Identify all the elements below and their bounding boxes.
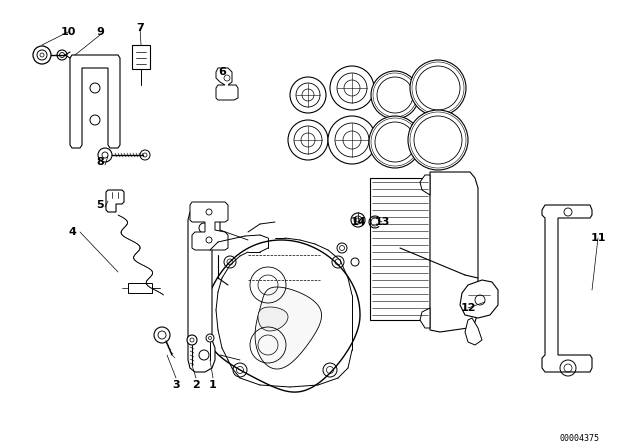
Text: 9: 9 [96, 27, 104, 37]
Polygon shape [258, 307, 288, 331]
Polygon shape [190, 202, 228, 250]
Text: 7: 7 [136, 23, 144, 33]
Text: 1: 1 [209, 380, 217, 390]
Circle shape [371, 71, 419, 119]
Circle shape [98, 148, 112, 162]
Circle shape [369, 116, 421, 168]
Text: 3: 3 [172, 380, 180, 390]
Polygon shape [542, 205, 592, 372]
Circle shape [337, 243, 347, 253]
Circle shape [290, 77, 326, 113]
Polygon shape [420, 308, 430, 328]
Text: 13: 13 [374, 217, 390, 227]
Text: 00004375: 00004375 [560, 434, 600, 443]
Polygon shape [460, 280, 498, 318]
Bar [128, 283, 152, 293]
Text: 6: 6 [218, 67, 226, 77]
Polygon shape [420, 175, 430, 195]
Circle shape [330, 66, 374, 110]
Polygon shape [204, 240, 360, 392]
Polygon shape [255, 287, 321, 369]
Text: 11: 11 [590, 233, 605, 243]
Text: 14: 14 [350, 217, 366, 227]
Text: 2: 2 [192, 380, 200, 390]
Circle shape [140, 150, 150, 160]
Circle shape [351, 213, 365, 227]
Bar [132, 45, 150, 69]
Text: 4: 4 [68, 227, 76, 237]
Polygon shape [70, 55, 120, 148]
Polygon shape [216, 68, 238, 100]
Text: 5: 5 [96, 200, 104, 210]
Polygon shape [188, 205, 220, 372]
Polygon shape [430, 172, 478, 332]
Circle shape [328, 116, 376, 164]
Polygon shape [465, 318, 482, 345]
Text: 12: 12 [460, 303, 476, 313]
Circle shape [408, 110, 468, 170]
Polygon shape [106, 190, 124, 212]
Circle shape [410, 60, 466, 116]
Circle shape [154, 327, 170, 343]
Circle shape [57, 50, 67, 60]
Circle shape [187, 335, 197, 345]
Circle shape [33, 46, 51, 64]
Circle shape [206, 334, 214, 342]
Text: 10: 10 [60, 27, 76, 37]
Circle shape [288, 120, 328, 160]
Text: 8: 8 [96, 157, 104, 167]
Bar [370, 178, 430, 320]
